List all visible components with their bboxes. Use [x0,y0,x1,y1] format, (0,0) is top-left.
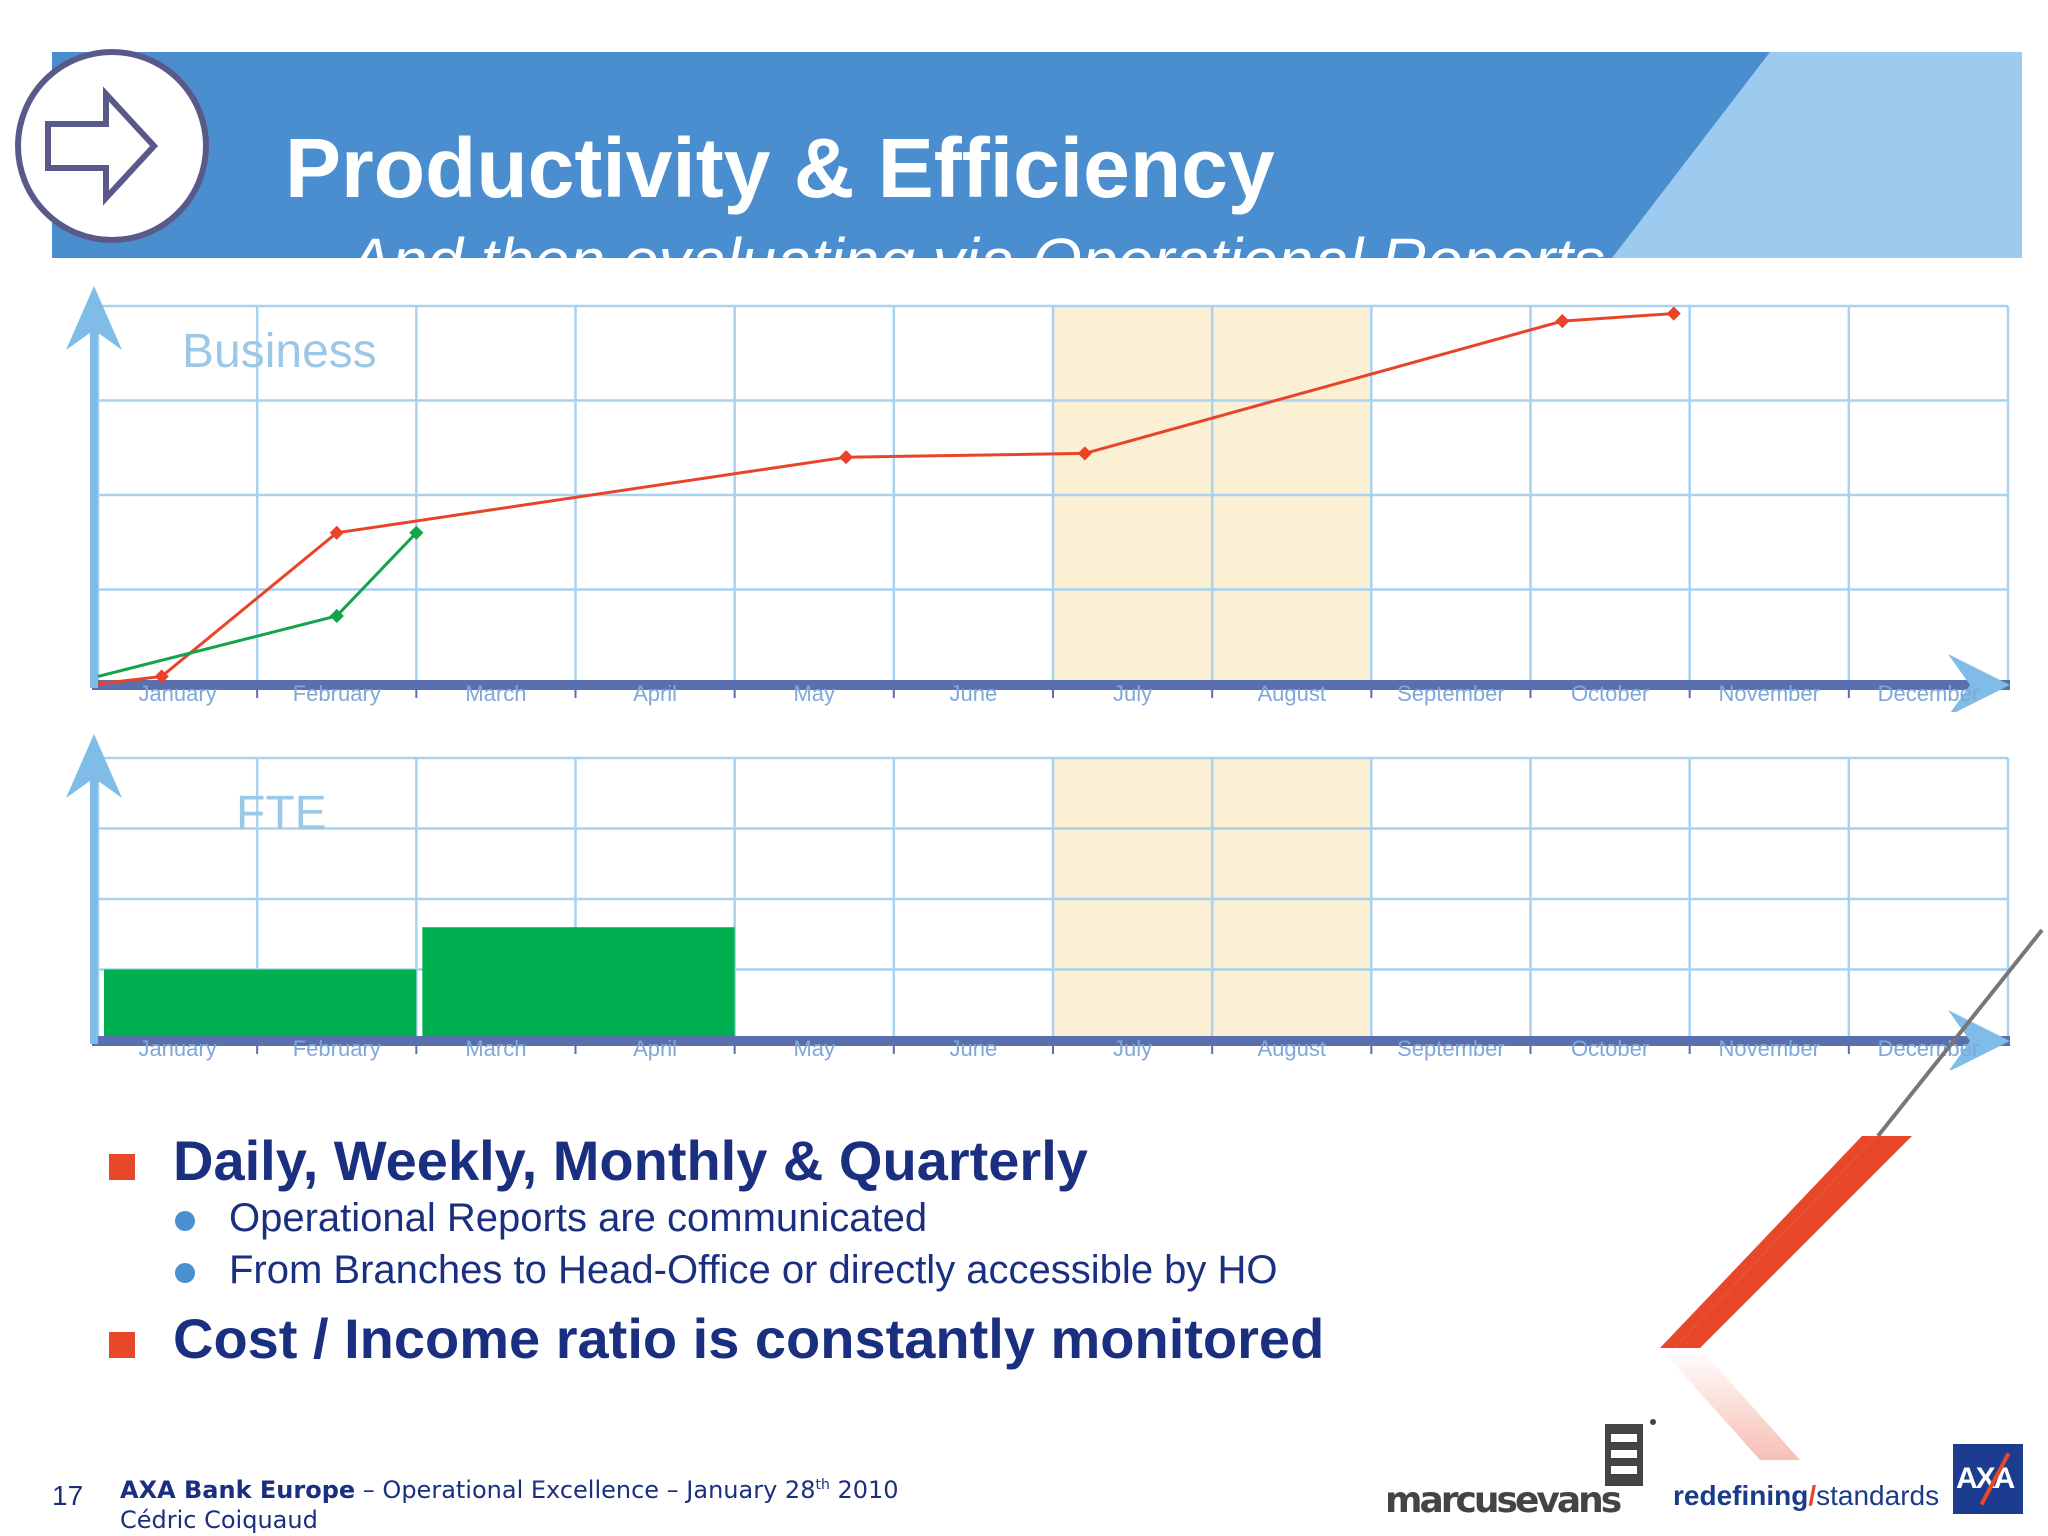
business-chart-label: Business [182,325,377,378]
fte-y-axis [90,746,98,1044]
fte-x-axis [92,1036,2010,1046]
footer-org: AXA Bank Europe [120,1476,356,1504]
fte-tick-june: June [950,1036,998,1061]
business-series-0-point [839,450,854,465]
business-tick-august: August [1258,681,1327,706]
arrow-right-icon [15,49,209,243]
fte-tick-may: May [793,1036,835,1061]
header-band: Productivity & Efficiency …And then eval… [52,52,2022,297]
fte-tick-november: November [1719,1036,1820,1061]
fte-tick-october: October [1571,1036,1649,1061]
footer-logos: marcusevans redefining/standards AXA [1385,1418,2045,1528]
footer-date-suffix: th [815,1477,830,1493]
business-x-axis-arrowhead [1948,654,2010,716]
business-tick-december: December [1878,681,1979,706]
business-series-1-point [409,525,424,540]
footer-event-line: AXA Bank Europe – Operational Excellence… [120,1476,899,1504]
bullet-list: Daily, Weekly, Monthly & Quarterly Opera… [105,1128,1445,1374]
business-y-axis-arrowhead [66,286,122,350]
fte-tick-july: July [1113,1036,1152,1061]
fte-tick-august: August [1258,1036,1327,1061]
slide-subtitle: …And then evaluating via Operational Rep… [285,225,1605,297]
fte-tick-september: September [1397,1036,1505,1061]
fte-bar-1 [422,927,735,1036]
tagline: redefining/standards [1673,1480,1939,1512]
business-tick-april: April [633,681,677,706]
fte-tick-february: February [293,1036,381,1061]
fte-chart-svg: January February March April May June July Augu… [66,734,2010,1072]
fte-chart-label: FTE [236,787,327,840]
business-y-axis [90,298,98,688]
business-tick-march: March [465,681,526,706]
fte-chart: January February March April May June July Augu… [52,730,2012,1072]
business-series-0-point [154,669,169,684]
business-tick-july: July [1113,681,1152,706]
decorative-stripes [1660,928,2044,1460]
bullet-cost-income: Cost / Income ratio is constantly monito… [105,1306,1445,1374]
header-band-shape [52,52,2022,258]
business-tick-february: February [293,681,381,706]
axa-logo-text: AXA [1956,1462,2015,1495]
business-series-0-point [1555,314,1570,329]
business-x-axis [92,680,2010,690]
fte-tick-december: December [1878,1036,1979,1061]
bullet-daily-weekly: Daily, Weekly, Monthly & Quarterly [105,1128,1445,1196]
business-chart-svg: January February March April May June July Augu… [66,286,2010,716]
sub-bullet-reports: Operational Reports are communicated [105,1196,1445,1248]
business-tick-october: October [1571,681,1649,706]
business-chart: January February March April May June July Augu… [52,282,2012,716]
business-tick-january: January [138,681,216,706]
fte-tick-january: January [138,1036,216,1061]
tagline-slash: / [1808,1480,1817,1511]
fte-y-axis-arrowhead [66,734,122,798]
sub-bullet-branches: From Branches to Head-Office or directly… [105,1248,1445,1300]
axa-logo: AXA [1953,1444,2023,1514]
business-tick-september: September [1397,681,1505,706]
footer-year: 2010 [829,1476,899,1504]
business-series-0-point [1077,446,1092,461]
tagline-redefining: redefining [1673,1480,1809,1511]
fte-tick-april: April [633,1036,677,1061]
business-series-0-point [329,525,344,540]
fte-tick-march: March [465,1036,526,1061]
fte-bar-0 [104,969,417,1036]
business-tick-june: June [950,681,998,706]
footer-event: – Operational Excellence – January 28 [355,1476,816,1504]
business-series-1-point [329,608,344,624]
slide-title: Productivity & Efficiency [285,121,1275,215]
business-tick-november: November [1719,681,1820,706]
business-tick-may: May [793,681,835,706]
marcus-evans-mark-icon [1605,1419,1656,1486]
footer-author: Cédric Coiquaud [120,1506,318,1534]
marcus-evans-logo: marcusevans [1385,1480,1622,1521]
business-series-0-point [1666,306,1681,321]
tagline-standards: standards [1816,1480,1940,1511]
page-number: 17 [52,1480,84,1511]
